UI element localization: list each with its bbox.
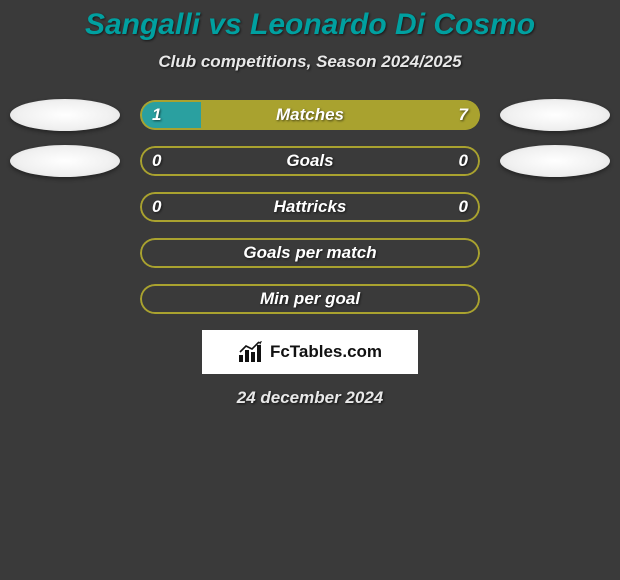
spacer [500,283,610,315]
stat-row: 0 0 Hattricks [0,192,620,222]
stat-value-left: 1 [152,105,161,125]
stat-label: Goals [286,151,333,171]
spacer [500,237,610,269]
date-text: 24 december 2024 [0,388,620,408]
player-left-marker [10,145,120,177]
logo-box: FcTables.com [202,330,418,374]
spacer [10,283,120,315]
stat-bar: 0 0 Hattricks [140,192,480,222]
stat-bar: 0 0 Goals [140,146,480,176]
logo-text: FcTables.com [270,342,382,362]
stat-rows: 1 7 Matches 0 0 Goals 0 0 Hattricks Goals per mat… [0,100,620,314]
page-title: Sangalli vs Leonardo Di Cosmo [0,8,620,42]
stat-bar: 1 7 Matches [140,100,480,130]
stat-row: 0 0 Goals [0,146,620,176]
stat-row: Min per goal [0,284,620,314]
comparison-card: Sangalli vs Leonardo Di Cosmo Club compe… [0,0,620,408]
spacer [10,191,120,223]
stat-value-right: 0 [459,197,468,217]
stat-value-right: 0 [459,151,468,171]
stat-label: Goals per match [243,243,376,263]
stat-value-left: 0 [152,151,161,171]
spacer [500,191,610,223]
stat-label: Min per goal [260,289,360,309]
stat-value-left: 0 [152,197,161,217]
page-subtitle: Club competitions, Season 2024/2025 [0,52,620,72]
stat-bar: Goals per match [140,238,480,268]
player-left-marker [10,99,120,131]
stat-label: Matches [276,105,344,125]
stat-label: Hattricks [274,197,347,217]
stat-bar: Min per goal [140,284,480,314]
stat-value-right: 7 [459,105,468,125]
stat-row: 1 7 Matches [0,100,620,130]
player-right-marker [500,145,610,177]
spacer [10,237,120,269]
stat-row: Goals per match [0,238,620,268]
bar-chart-icon [238,341,264,363]
player-right-marker [500,99,610,131]
bar-fill-left [140,100,201,130]
